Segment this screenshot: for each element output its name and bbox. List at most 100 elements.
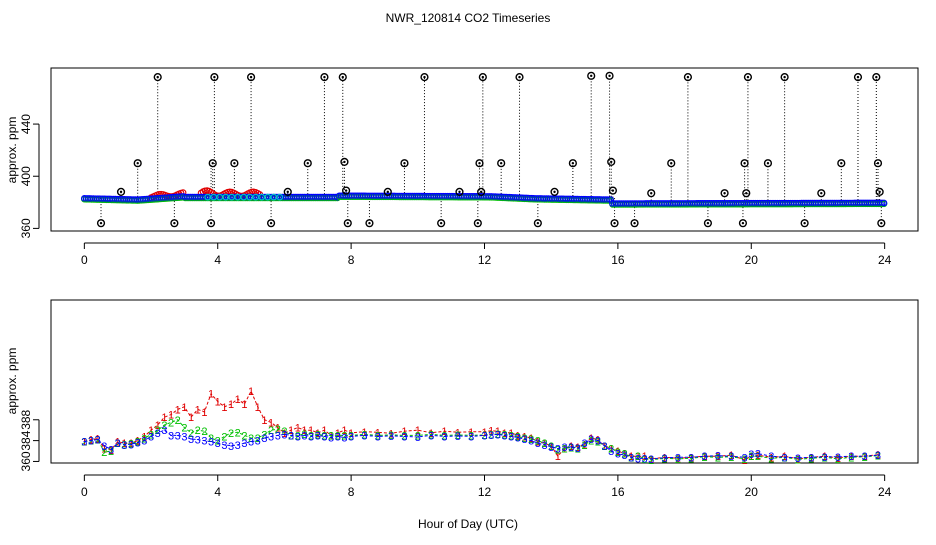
series-2-point: 2	[415, 430, 421, 442]
top-x-tick-label: 8	[348, 253, 355, 267]
spike-marker-dot	[323, 75, 326, 79]
series-3-point: 3	[515, 432, 521, 444]
spike-marker-dot	[766, 161, 770, 165]
series-3-point: 3	[495, 429, 501, 441]
spike-marker	[667, 159, 676, 168]
series-3-point: 3	[135, 438, 141, 450]
series-2-point: 2	[702, 452, 708, 464]
spike-marker-dot	[741, 221, 745, 225]
spike-marker	[208, 159, 217, 168]
spike-marker	[303, 159, 312, 168]
spike-marker-dot	[686, 75, 690, 79]
spike-marker-dot	[723, 191, 726, 195]
spike-marker	[872, 73, 881, 82]
series-1-point: 1	[181, 402, 187, 414]
spike-marker-dot	[590, 74, 593, 78]
spike-marker	[780, 73, 789, 82]
series-3-point: 3	[161, 425, 167, 437]
series-1-point: 1	[515, 430, 521, 442]
cyan-marker	[276, 193, 284, 201]
series-1-point: 1	[281, 428, 287, 440]
spike-marker	[473, 219, 482, 228]
series-3-point: 3	[108, 444, 114, 456]
series-1-line	[84, 389, 879, 461]
spike-marker-dot	[571, 161, 575, 165]
series-2-point: 2	[235, 427, 241, 439]
series-2-point: 2	[621, 449, 627, 461]
series-2-point: 2	[748, 451, 754, 463]
series-3-point: 3	[508, 431, 514, 443]
spike-marker	[153, 73, 162, 82]
series-3-point: 3	[808, 452, 814, 464]
top-x-tick-label: 0	[81, 253, 88, 267]
series-3-point: 3	[375, 431, 381, 443]
spike-marker-dot	[878, 190, 881, 194]
spike-marker	[533, 219, 542, 228]
series-2-point: 2	[808, 453, 814, 465]
series-2-point: 2	[742, 454, 748, 466]
series-2-point: 2	[168, 417, 174, 429]
series-2-point: 2	[115, 438, 121, 450]
series-3-point: 3	[115, 438, 121, 450]
series-2-point: 2	[228, 428, 234, 440]
series-2-point: 2	[535, 436, 541, 448]
series-3-point: 3	[315, 430, 321, 442]
series-3-point: 3	[128, 439, 134, 451]
series-2-point: 2	[755, 451, 761, 463]
spike-marker-dot	[458, 190, 461, 194]
top-x-tick-label: 16	[611, 253, 625, 267]
spike-marker	[133, 159, 142, 168]
series-3-point: 3	[835, 452, 841, 464]
spike-marker-dot	[341, 75, 344, 79]
series-3-point: 3	[875, 450, 881, 462]
spike-marker-dot	[343, 160, 346, 164]
series-3-point: 3	[168, 430, 174, 442]
series-1-point: 1	[548, 441, 554, 453]
series-3-point: 3	[141, 436, 147, 448]
spike-marker-dot	[346, 221, 349, 225]
series-1-point: 1	[341, 425, 347, 437]
series-1-point: 1	[268, 417, 274, 429]
spike-marker-dot	[249, 75, 253, 79]
bottom-x-tick-label: 20	[745, 485, 759, 499]
series-3-point: 3	[81, 437, 87, 449]
series-3-point: 3	[588, 434, 594, 446]
series-1-point: 1	[335, 428, 341, 440]
series-2-point: 2	[601, 441, 607, 453]
spike-marker	[383, 187, 392, 196]
series-3-point: 3	[742, 452, 748, 464]
series-2-point: 2	[135, 437, 141, 449]
spike-marker	[817, 189, 826, 198]
series-2-line	[84, 419, 879, 461]
series-1-point: 1	[535, 437, 541, 449]
spike-marker	[742, 189, 751, 198]
series-3-point: 3	[188, 434, 194, 446]
series-3-point: 3	[755, 449, 761, 461]
series-2-point: 2	[555, 444, 561, 456]
series-1-point: 1	[795, 454, 801, 466]
series-1-point: 1	[635, 451, 641, 463]
spike-marker	[343, 219, 352, 228]
series-3-point: 3	[255, 436, 261, 448]
spike-marker	[875, 187, 884, 196]
series-2-point: 2	[261, 429, 267, 441]
spike-marker-dot	[478, 161, 481, 165]
series-3-point: 3	[341, 432, 347, 444]
series-1-point: 1	[208, 389, 214, 401]
spike-marker	[837, 159, 846, 168]
series-3-point: 3	[388, 431, 394, 443]
series-3-point: 3	[428, 430, 434, 442]
spike-marker-dot	[286, 190, 289, 194]
spike-marker	[340, 157, 349, 166]
spike-marker	[206, 219, 216, 228]
spike-marker-dot	[439, 221, 443, 225]
series-2-point: 2	[795, 454, 801, 466]
series-1-point: 1	[228, 399, 234, 411]
series-3-point: 3	[568, 442, 574, 454]
series-1-point: 1	[662, 452, 668, 464]
spike-marker	[853, 73, 863, 82]
series-3-point: 3	[635, 453, 641, 465]
series-2-point: 2	[768, 453, 774, 465]
spike-marker-dot	[803, 221, 806, 225]
